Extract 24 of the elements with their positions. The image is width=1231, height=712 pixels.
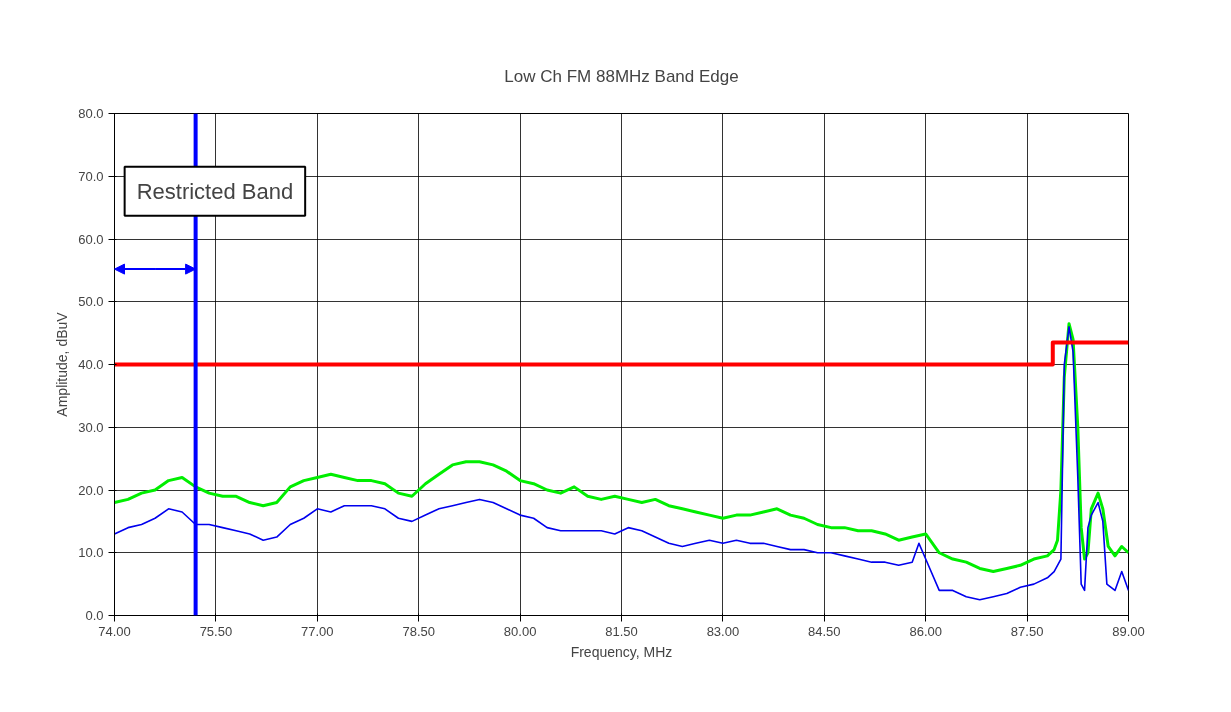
x-tick-label: 86.00 (909, 623, 942, 639)
x-tick-label: 83.00 (706, 623, 740, 639)
x-tick-label: 84.50 (808, 623, 841, 639)
x-tick-label: 75.50 (199, 623, 233, 639)
x-tick-label: 80.00 (503, 623, 537, 639)
x-tick-label: 78.50 (402, 623, 435, 639)
y-tick-label: 40.0 (78, 357, 104, 372)
y-tick-label: 70.0 (78, 168, 104, 184)
y-tick-label: 60.0 (78, 231, 104, 247)
y-tick-label: 80.0 (78, 106, 104, 121)
y-axis-title: Amplitude, dBuV (54, 311, 71, 417)
y-tick-label: 20.0 (78, 482, 104, 498)
x-tick-label: 87.50 (1010, 623, 1044, 639)
y-tick-label: 50.0 (78, 294, 104, 310)
y-tick-label: 10.0 (78, 545, 104, 561)
y-tick-label: 30.0 (78, 419, 104, 435)
x-tick-label: 81.50 (605, 623, 638, 639)
chart-title: Low Ch FM 88MHz Band Edge (504, 67, 739, 86)
x-tick-label: 74.00 (98, 623, 131, 639)
x-tick-label: 77.00 (301, 623, 334, 639)
x-axis-title: Frequency, MHz (570, 643, 673, 660)
y-tick-label: 0.0 (85, 608, 104, 623)
x-tick-label: 89.00 (1112, 623, 1145, 639)
annotation: Restricted Band (136, 178, 294, 204)
